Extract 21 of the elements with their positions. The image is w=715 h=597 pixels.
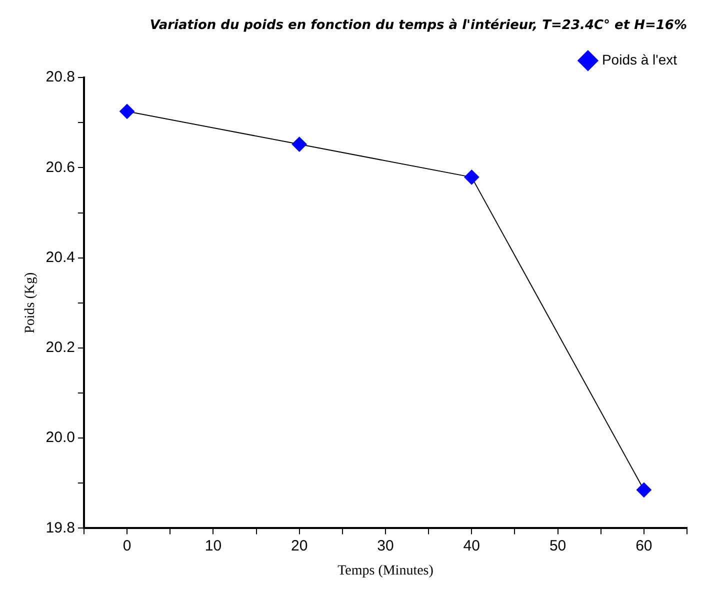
y-tick-label: 20.6 [46, 158, 75, 176]
x-tick-label: 10 [204, 537, 222, 554]
y-axis-title: Poids (Kg) [23, 272, 38, 334]
y-tick-label: 20.0 [46, 429, 75, 446]
legend-label: Poids à l'ext [602, 51, 678, 68]
y-tick-label: 20.2 [46, 339, 75, 356]
x-tick-label: 30 [377, 537, 394, 554]
x-tick-label: 20 [291, 537, 308, 554]
x-tick-label: 40 [463, 537, 480, 554]
y-tick-label: 19.8 [46, 519, 75, 536]
x-tick-label: 50 [549, 537, 566, 554]
chart-title: Variation du poids en fonction du temps à l'intérieur, T=23.4C° et H=16% [150, 18, 687, 34]
point [292, 136, 307, 152]
y-tick-label: 20.4 [46, 248, 75, 266]
x-axis-title: Temps (Minutes) [338, 563, 434, 578]
y-tick-label: 20.8 [46, 68, 75, 86]
point [120, 104, 135, 119]
x-tick-label: 0 [122, 537, 132, 554]
x-tick-label: 60 [636, 537, 652, 554]
point [464, 170, 480, 185]
point [636, 482, 652, 498]
